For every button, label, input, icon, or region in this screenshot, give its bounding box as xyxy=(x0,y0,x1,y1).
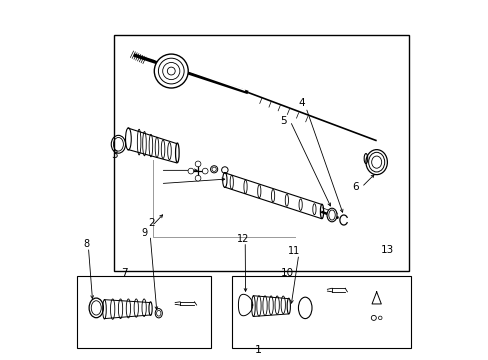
Text: 1: 1 xyxy=(255,345,262,355)
Text: 12: 12 xyxy=(236,234,248,244)
Ellipse shape xyxy=(154,54,188,88)
Circle shape xyxy=(195,161,201,167)
Text: 5: 5 xyxy=(280,116,286,126)
Text: 13: 13 xyxy=(380,245,393,255)
Ellipse shape xyxy=(158,58,184,84)
Ellipse shape xyxy=(368,152,384,172)
Circle shape xyxy=(202,168,207,174)
Text: 7: 7 xyxy=(122,268,128,278)
Text: 9: 9 xyxy=(141,228,147,238)
Bar xyxy=(114,35,408,271)
Text: 8: 8 xyxy=(83,239,89,249)
Ellipse shape xyxy=(328,210,335,220)
Circle shape xyxy=(195,175,201,181)
Ellipse shape xyxy=(326,208,336,222)
Text: 2: 2 xyxy=(148,218,155,228)
Ellipse shape xyxy=(365,150,386,175)
Text: 6: 6 xyxy=(351,182,358,192)
Text: 10: 10 xyxy=(280,268,293,278)
Ellipse shape xyxy=(167,67,175,75)
Bar xyxy=(231,276,410,348)
Text: 3: 3 xyxy=(111,150,117,160)
Circle shape xyxy=(188,168,193,174)
Bar xyxy=(77,276,210,348)
Text: 11: 11 xyxy=(288,247,300,256)
Text: 4: 4 xyxy=(298,98,305,108)
Ellipse shape xyxy=(163,63,180,80)
Ellipse shape xyxy=(371,156,381,168)
